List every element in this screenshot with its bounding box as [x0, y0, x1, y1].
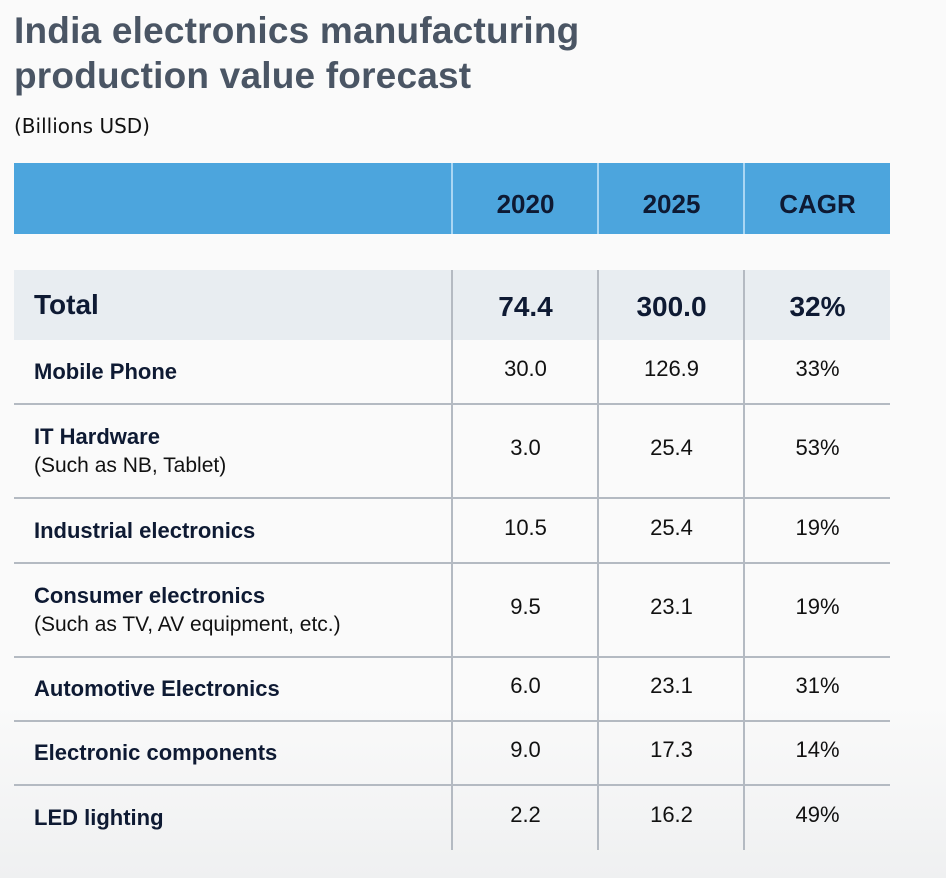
value-2020: 9.5 [510, 594, 541, 619]
value-2020: 6.0 [510, 673, 541, 698]
value-2025: 23.1 [650, 594, 693, 619]
row-label: IT Hardware [34, 424, 160, 449]
column-divider [451, 270, 453, 850]
row-label: Industrial electronics [34, 517, 256, 543]
header-divider [597, 163, 599, 234]
value-cagr: 32% [789, 291, 846, 322]
column-divider [597, 270, 599, 850]
title-line-2: production value forecast [14, 55, 472, 96]
row-label: Electronic components [34, 740, 278, 765]
row-sublabel: (Such as TV, AV equipment, etc.) [34, 613, 341, 636]
value-2020: 3.0 [510, 435, 541, 460]
value-2025: 300.0 [636, 291, 707, 322]
value-cagr: 31% [795, 673, 840, 698]
title-line-1: India electronics manufacturing [14, 10, 580, 51]
value-2020: 10.5 [504, 514, 547, 540]
table-row: LED lighting 2.2 16.2 49% [14, 785, 890, 850]
column-divider [743, 270, 745, 850]
value-cagr: 19% [795, 594, 840, 619]
value-cagr: 53% [795, 435, 840, 460]
page-title: India electronics manufacturing producti… [14, 8, 579, 98]
value-2020: 30.0 [504, 356, 547, 381]
header-divider [451, 163, 453, 234]
value-cagr: 49% [795, 801, 840, 827]
value-cagr: 19% [795, 514, 840, 540]
header-2025: 2025 [642, 189, 701, 219]
header-cagr: CAGR [779, 189, 856, 219]
row-label: Consumer electronics [34, 583, 266, 608]
table-header-row: 2020 2025 CAGR [14, 163, 890, 234]
value-2025: 16.2 [650, 801, 693, 827]
header-divider [743, 163, 745, 234]
value-2025: 25.4 [650, 435, 693, 460]
units-subtitle: (Billions USD) [14, 114, 150, 138]
value-2025: 17.3 [650, 737, 693, 762]
value-2025: 23.1 [650, 673, 693, 698]
value-2025: 25.4 [650, 514, 693, 540]
value-2020: 9.0 [510, 737, 541, 762]
value-cagr: 33% [795, 356, 840, 381]
row-label: LED lighting [34, 804, 164, 830]
header-2020: 2020 [496, 189, 555, 219]
row-label: Mobile Phone [34, 359, 177, 384]
value-cagr: 14% [795, 737, 840, 762]
row-label: Automotive Electronics [34, 676, 280, 701]
value-2025: 126.9 [643, 356, 700, 381]
value-2020: 2.2 [510, 801, 541, 827]
value-2020: 74.4 [498, 291, 553, 322]
row-sublabel: (Such as NB, Tablet) [34, 454, 227, 477]
row-label: Total [34, 289, 99, 320]
